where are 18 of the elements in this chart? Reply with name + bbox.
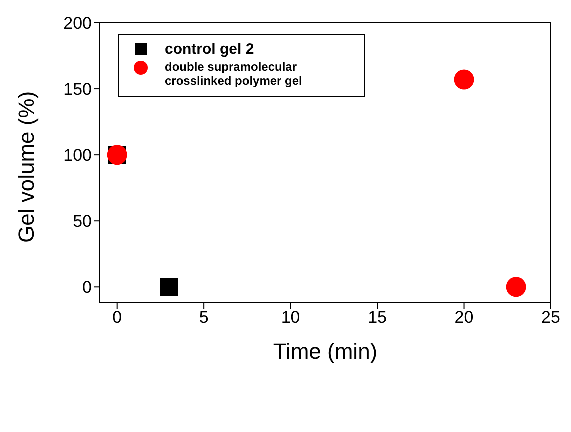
y-tick-label: 200 [64,14,92,34]
y-tick-label: 50 [73,212,92,232]
x-tick-label: 20 [454,308,474,328]
x-tick-label: 0 [112,308,122,328]
x-tick-label: 15 [368,308,387,328]
x-tick-label: 25 [542,308,560,328]
legend-label: double supramolecular crosslinked polymer gel [165,60,304,88]
x-axis-title: Time (min) [273,339,378,364]
point [506,277,526,298]
point [454,70,474,90]
x-tick-label: 10 [281,308,300,328]
y-axis-title: Gel volume (%) [14,91,39,243]
y-tick-label: 0 [82,278,92,298]
x-tick-label: 5 [199,308,209,328]
legend-label: control gel 2 [165,41,254,58]
y-tick-label: 150 [64,80,92,100]
y-tick-label: 100 [64,146,92,166]
point [160,278,178,296]
